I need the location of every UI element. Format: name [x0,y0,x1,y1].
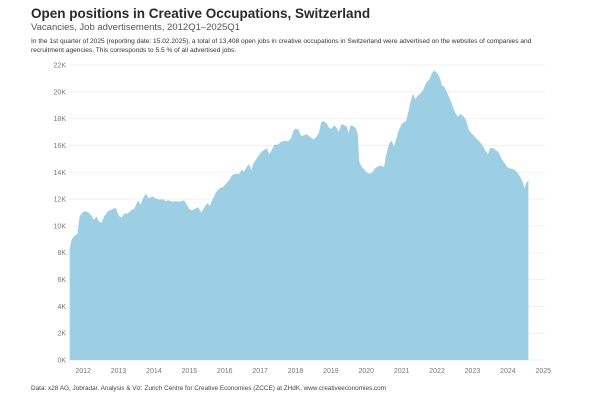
x-tick-label: 2022 [429,368,445,375]
x-tick-label: 2015 [182,368,198,375]
open-positions-area [69,70,529,361]
x-tick-label: 2016 [217,368,233,375]
y-tick-label: 4K [57,304,66,311]
x-tick-label: 2018 [288,368,304,375]
chart-description: In the 1st quarter of 2025 (reporting da… [31,38,532,54]
y-tick-label: 0K [57,358,66,365]
source-note: Data: x28 AG, Jobradar. Analysis & Viz: … [31,385,387,392]
x-tick-label: 2019 [323,368,339,375]
y-tick-label: 10K [54,223,67,230]
y-tick-label: 16K [54,143,67,150]
x-tick-label: 2021 [394,368,410,375]
x-tick-label: 2017 [252,368,268,375]
y-tick-label: 12K [54,197,67,204]
y-tick-label: 2K [57,331,66,338]
x-tick-label: 2012 [75,368,91,375]
y-tick-label: 20K [54,89,67,96]
x-tick-label: 2024 [500,368,516,375]
x-tick-label: 2025 [535,368,551,375]
x-tick-label: 2013 [111,368,127,375]
x-tick-label: 2020 [358,368,374,375]
y-tick-label: 8K [57,250,66,257]
x-axis-ticks: 2012 2013 2014 2015 2016 2017 2018 2019 2020 2021… [75,368,551,375]
area-series [69,70,529,361]
y-tick-label: 14K [54,170,67,177]
y-tick-label: 22K [54,63,67,70]
x-tick-label: 2014 [146,368,162,375]
y-axis-ticks: 0K 2K 4K 6K 8K 10K 12K 14K 16K 18K 20K 22K [54,63,67,365]
y-tick-label: 6K [57,277,66,284]
chart-subtitle: Vacancies, Job advertisements, 2012Q1–20… [31,22,240,33]
x-tick-label: 2023 [465,368,481,375]
y-tick-label: 18K [54,116,67,123]
chart-title: Open positions in Creative Occupations, … [31,6,371,21]
